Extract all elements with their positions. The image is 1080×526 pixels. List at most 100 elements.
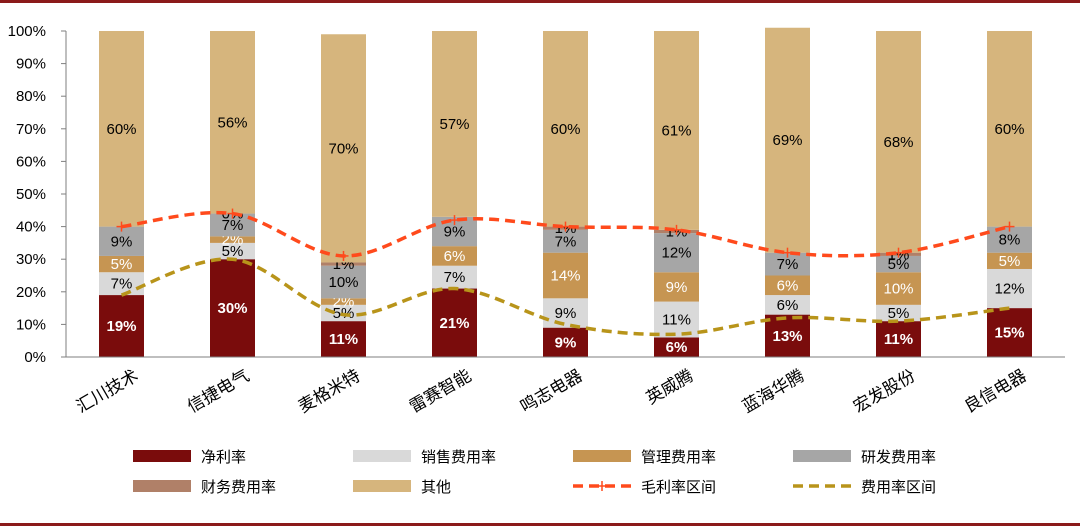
data-label: 5% [999, 253, 1021, 270]
legend-label: 其他 [421, 479, 451, 496]
data-label: 6% [777, 277, 799, 294]
data-label: 5% [888, 256, 910, 273]
legend-swatch [353, 480, 411, 492]
bar-segment [210, 259, 255, 357]
bar-segment [876, 304, 921, 322]
data-label: 56% [217, 114, 247, 131]
bar-segment [99, 255, 144, 273]
data-label: 15% [994, 325, 1024, 342]
legend-swatch [133, 480, 191, 492]
data-label: 9% [666, 279, 688, 296]
bar-segment [99, 295, 144, 357]
data-label: 60% [550, 121, 580, 138]
data-label: 60% [106, 121, 136, 138]
data-label: 9% [555, 334, 577, 351]
bar-segment [987, 252, 1032, 269]
bar-segment [654, 337, 699, 357]
y-tick-label: 10% [16, 316, 46, 333]
bar-segment [987, 31, 1032, 227]
data-label: 5% [222, 243, 244, 260]
bar-segment [987, 308, 1032, 357]
bar-segment [99, 272, 144, 296]
data-label: 11% [662, 312, 691, 329]
bar-segment [765, 252, 810, 276]
bars: 19%7%5%9%60%30%5%2%7%0%56%11%5%2%10%1%70… [99, 27, 1032, 357]
bar-segment [876, 272, 921, 305]
data-label: 7% [444, 269, 466, 286]
bar-segment [654, 31, 699, 230]
data-label: 6% [666, 339, 688, 356]
bar-segment [543, 229, 588, 253]
legend-swatch [793, 450, 851, 462]
data-label: 14% [550, 268, 580, 285]
y-tick-label: 80% [16, 88, 46, 105]
y-tick-label: 70% [16, 121, 46, 138]
bar-segment [321, 34, 366, 263]
data-label: 11% [329, 331, 358, 348]
category-label: 鸣志电器 [517, 366, 585, 416]
bar-segment [321, 265, 366, 299]
bar-segment [876, 321, 921, 357]
data-label: 10% [328, 274, 358, 291]
data-label: 30% [217, 300, 247, 317]
category-label: 汇川技术 [73, 366, 141, 416]
series-line [120, 257, 1010, 337]
bar-segment [321, 321, 366, 357]
category-label: 英威腾 [643, 366, 697, 408]
y-tick-label: 0% [24, 349, 46, 366]
bar-segment [765, 314, 810, 357]
trend-lines [116, 208, 1015, 337]
bar-segment [321, 298, 366, 305]
legend-label: 毛利率区间 [641, 479, 716, 496]
bar-segment [432, 265, 477, 289]
bar-segment [432, 31, 477, 217]
category-label: 蓝海华腾 [739, 366, 807, 416]
y-tick-label: 90% [16, 56, 46, 73]
data-label: 61% [661, 122, 691, 139]
bar-segment [543, 31, 588, 227]
legend-label: 管理费用率 [641, 449, 716, 466]
bar-segment [543, 298, 588, 328]
legend-swatch [133, 450, 191, 462]
data-label: 8% [999, 232, 1021, 249]
bar-segment [765, 275, 810, 296]
legend-label: 费用率区间 [861, 479, 936, 496]
y-tick-label: 40% [16, 219, 46, 236]
data-label: 68% [883, 134, 913, 151]
bar-segment [543, 327, 588, 357]
bar-segment [210, 31, 255, 214]
data-label: 6% [444, 248, 466, 265]
y-tick-label: 60% [16, 153, 46, 170]
y-tick-label: 100% [8, 23, 46, 40]
data-label: 57% [439, 116, 469, 133]
bar-segment [876, 255, 921, 273]
data-label: 60% [994, 121, 1024, 138]
bar-segment [210, 236, 255, 243]
legend-swatch [573, 450, 631, 462]
data-label: 19% [106, 318, 136, 335]
bar-segment [654, 301, 699, 338]
bar-segment [654, 272, 699, 302]
data-label: 5% [111, 256, 133, 273]
category-label: 良信电器 [961, 366, 1029, 416]
series-line [121, 210, 1010, 258]
category-label: 信捷电气 [184, 366, 252, 416]
category-label: 麦格米特 [295, 366, 363, 416]
y-tick-label: 50% [16, 186, 46, 203]
data-label: 6% [777, 297, 799, 314]
y-tick-label: 30% [16, 251, 46, 268]
y-tick-label: 20% [16, 284, 46, 301]
bar-segment [210, 242, 255, 260]
legend-swatch [353, 450, 411, 462]
category-label: 雷赛智能 [406, 365, 475, 416]
legend-label: 财务费用率 [201, 479, 276, 496]
data-label: 7% [555, 233, 577, 250]
data-label: 9% [111, 233, 133, 250]
data-label: 5% [888, 305, 910, 322]
data-label: 13% [772, 328, 802, 345]
bar-segment [321, 262, 366, 266]
bar-segment [876, 31, 921, 253]
data-label: 10% [883, 281, 913, 298]
